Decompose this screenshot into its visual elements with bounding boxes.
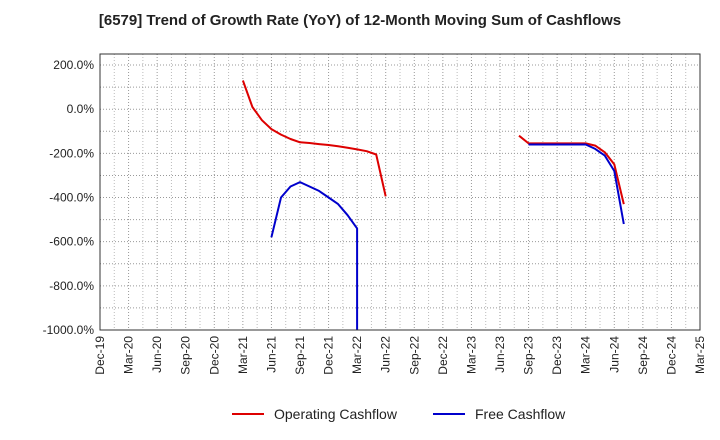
x-tick-label: Dec-23 <box>550 336 564 375</box>
x-tick-label: Dec-22 <box>436 336 450 375</box>
x-tick-label: Dec-20 <box>207 336 221 375</box>
free-cashflow-line <box>270 181 359 330</box>
x-tick-label: Dec-19 <box>93 336 107 375</box>
plot-frame <box>99 53 701 331</box>
x-tick-label: Mar-22 <box>350 336 364 374</box>
x-tick-label: Jun-22 <box>379 336 393 373</box>
y-tick-label: -800.0% <box>49 279 94 293</box>
x-tick-label: Sep-20 <box>179 336 193 375</box>
x-tick-label: Jun-20 <box>150 336 164 373</box>
chart-title: [6579] Trend of Growth Rate (YoY) of 12-… <box>98 12 622 29</box>
x-tick-label: Jun-21 <box>264 336 278 373</box>
free-cashflow-line <box>528 143 625 225</box>
x-tick-label: Mar-21 <box>236 336 250 374</box>
x-tick-label: Dec-24 <box>664 336 678 375</box>
x-tick-label: Sep-22 <box>407 336 421 375</box>
x-tick-label: Sep-21 <box>293 336 307 375</box>
y-tick-label: -600.0% <box>49 235 94 249</box>
y-axis-ticks: 200.0% 0.0% -200.0% -400.0% -600.0% -800.0% -1… <box>43 58 95 337</box>
x-tick-label: Sep-23 <box>522 336 536 375</box>
operating-cashflow-line <box>241 80 387 197</box>
operating-cashflow-legend-label: Operating Cashflow <box>274 406 398 422</box>
series-lines <box>241 80 625 330</box>
free-cashflow-legend-label: Free Cashflow <box>475 406 566 422</box>
y-tick-label: -200.0% <box>49 146 94 160</box>
x-tick-label: Mar-24 <box>579 336 593 374</box>
x-tick-label: Mar-23 <box>464 336 478 374</box>
grid-lines <box>100 54 700 330</box>
y-tick-label: -1000.0% <box>43 323 95 337</box>
y-tick-label: 0.0% <box>67 102 95 116</box>
x-tick-label: Jun-23 <box>493 336 507 373</box>
x-tick-label: Dec-21 <box>322 336 336 375</box>
y-tick-label: 200.0% <box>53 58 94 72</box>
x-tick-label: Mar-25 <box>693 336 707 374</box>
operating-cashflow-line <box>518 134 625 205</box>
x-tick-label: Mar-20 <box>122 336 136 374</box>
x-tick-label: Jun-24 <box>607 336 621 373</box>
x-axis-ticks: Dec-19 Mar-20 Jun-20 Sep-20 Dec-20 Mar-21 Jun-… <box>93 336 707 375</box>
legend: Operating Cashflow Free Cashflow <box>232 406 566 422</box>
y-tick-label: -400.0% <box>49 191 94 205</box>
x-tick-label: Sep-24 <box>636 336 650 375</box>
